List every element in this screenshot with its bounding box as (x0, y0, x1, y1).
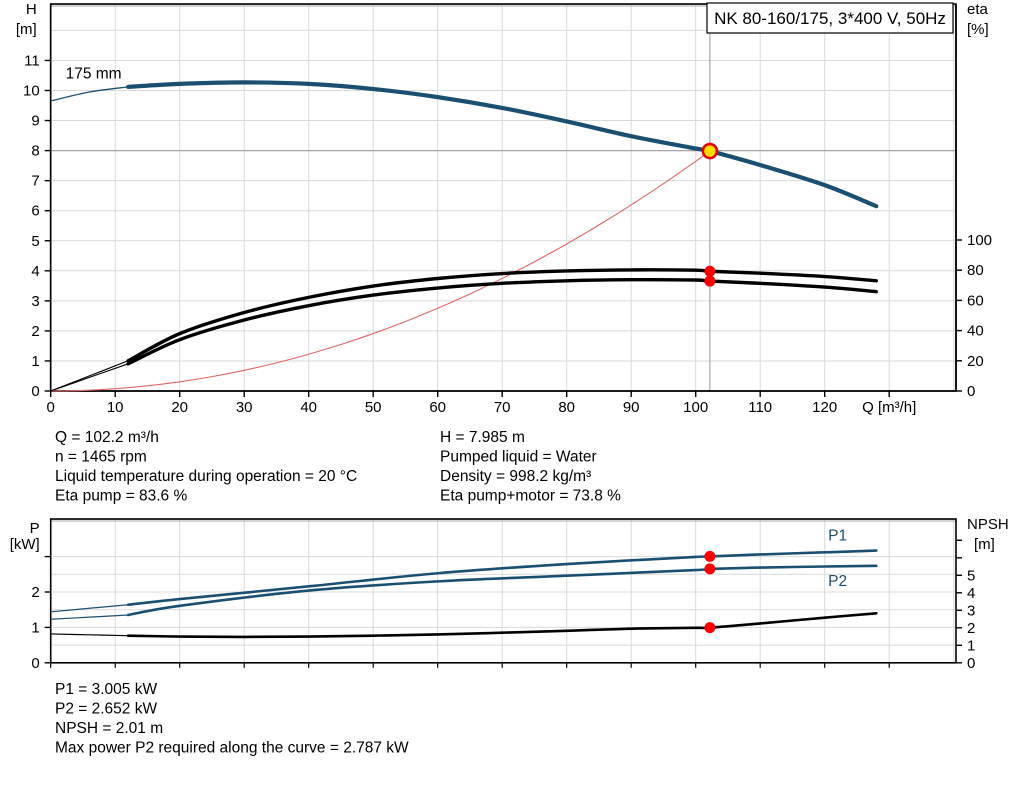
svg-text:100: 100 (967, 232, 992, 249)
svg-text:20: 20 (967, 353, 984, 370)
svg-text:120: 120 (812, 399, 837, 416)
svg-text:30: 30 (236, 399, 253, 416)
svg-text:40: 40 (300, 399, 317, 416)
svg-text:9: 9 (31, 113, 39, 130)
svg-text:100: 100 (683, 399, 708, 416)
svg-text:P2 = 2.652 kW: P2 = 2.652 kW (55, 701, 157, 718)
svg-text:NPSH: NPSH (967, 516, 1009, 533)
svg-text:[%]: [%] (967, 21, 989, 38)
svg-text:50: 50 (365, 399, 382, 416)
svg-text:Density = 998.2 kg/m³: Density = 998.2 kg/m³ (440, 468, 591, 485)
svg-text:2: 2 (31, 584, 39, 601)
svg-text:6: 6 (31, 203, 39, 220)
svg-text:5: 5 (967, 567, 975, 584)
svg-text:Pumped liquid = Water: Pumped liquid = Water (440, 449, 597, 466)
svg-text:[m]: [m] (974, 536, 995, 553)
svg-text:11: 11 (24, 52, 40, 69)
svg-text:4: 4 (31, 263, 39, 280)
svg-text:Eta pump = 83.6 %: Eta pump = 83.6 % (55, 488, 187, 505)
svg-text:3: 3 (967, 602, 975, 619)
svg-text:0: 0 (967, 655, 975, 672)
svg-text:NPSH = 2.01 m: NPSH = 2.01 m (55, 720, 163, 737)
svg-text:1: 1 (967, 637, 975, 654)
svg-text:2: 2 (967, 620, 975, 637)
svg-text:110: 110 (748, 399, 772, 416)
svg-text:60: 60 (429, 399, 446, 416)
svg-text:4: 4 (967, 585, 975, 602)
svg-text:70: 70 (494, 399, 511, 416)
svg-text:10: 10 (107, 399, 124, 416)
svg-text:8: 8 (31, 143, 39, 160)
svg-text:7: 7 (31, 173, 39, 190)
svg-text:1: 1 (31, 619, 39, 636)
svg-text:80: 80 (558, 399, 575, 416)
svg-text:60: 60 (967, 292, 984, 309)
svg-text:5: 5 (31, 233, 39, 250)
svg-text:80: 80 (967, 262, 984, 279)
svg-text:175 mm: 175 mm (66, 66, 122, 83)
svg-text:0: 0 (31, 383, 39, 400)
svg-text:2: 2 (31, 323, 39, 340)
svg-text:Max power P2 required along th: Max power P2 required along the curve = … (55, 740, 409, 757)
svg-text:P: P (30, 520, 40, 537)
svg-text:P1: P1 (828, 528, 847, 545)
svg-text:90: 90 (623, 399, 640, 416)
svg-text:20: 20 (171, 399, 188, 416)
svg-text:Liquid temperature during oper: Liquid temperature during operation = 20… (55, 468, 357, 485)
svg-text:n = 1465 rpm: n = 1465 rpm (55, 449, 147, 466)
svg-text:0: 0 (47, 399, 55, 416)
svg-text:0: 0 (31, 655, 39, 672)
svg-text:[m]: [m] (16, 21, 37, 38)
svg-text:0: 0 (967, 383, 975, 400)
svg-text:P2: P2 (828, 573, 847, 590)
svg-text:NK 80-160/175, 3*400 V, 50Hz: NK 80-160/175, 3*400 V, 50Hz (714, 9, 946, 28)
svg-text:H: H (26, 1, 37, 18)
svg-text:H = 7.985 m: H = 7.985 m (440, 429, 525, 446)
svg-text:Eta pump+motor = 73.8 %: Eta pump+motor = 73.8 % (440, 488, 621, 505)
svg-text:[kW]: [kW] (10, 536, 40, 553)
svg-text:10: 10 (23, 83, 40, 100)
svg-text:3: 3 (31, 293, 39, 310)
svg-text:40: 40 (967, 323, 984, 340)
svg-text:Q = 102.2 m³/h: Q = 102.2 m³/h (55, 429, 159, 446)
svg-text:P1 = 3.005 kW: P1 = 3.005 kW (55, 681, 157, 698)
svg-text:1: 1 (31, 353, 39, 370)
svg-text:Q [m³/h]: Q [m³/h] (862, 399, 916, 416)
svg-text:eta: eta (967, 1, 989, 18)
